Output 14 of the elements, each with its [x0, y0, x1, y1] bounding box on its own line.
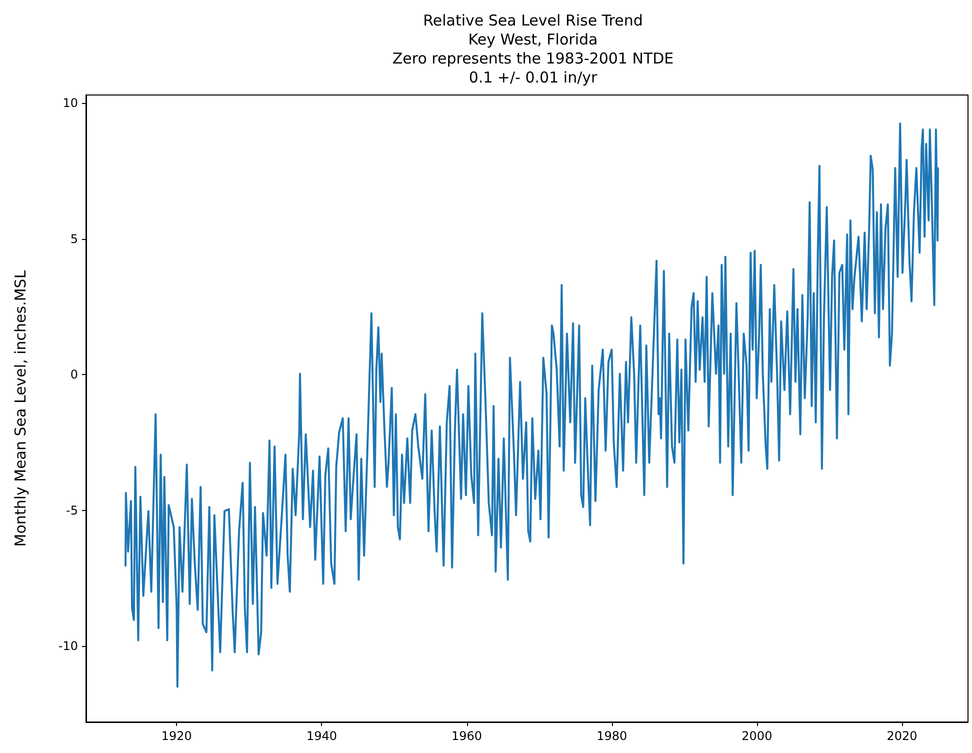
y-tick-label: -10 — [58, 639, 78, 653]
y-tick-label: -5 — [66, 503, 78, 518]
x-tick-label: 2020 — [886, 729, 918, 743]
x-tick-label: 1940 — [306, 729, 338, 743]
chart-title: Relative Sea Level Rise Trend Key West, Florida Zero represents the 1983-2001 NTDE 0.1 +/- 0.01 in/yr — [392, 12, 674, 86]
y-tick-label: 5 — [70, 232, 78, 246]
x-tick-label: 1920 — [161, 729, 192, 743]
x-tick-label: 2000 — [742, 729, 772, 743]
x-tick-label: 1960 — [452, 729, 482, 743]
y-axis-title: Monthly Mean Sea Level, inches.MSL — [12, 270, 30, 547]
line-series — [124, 122, 939, 688]
y-tick-label: 0 — [70, 368, 78, 382]
y-tick-label: 10 — [62, 96, 78, 110]
x-tick-label: 1980 — [596, 729, 628, 743]
